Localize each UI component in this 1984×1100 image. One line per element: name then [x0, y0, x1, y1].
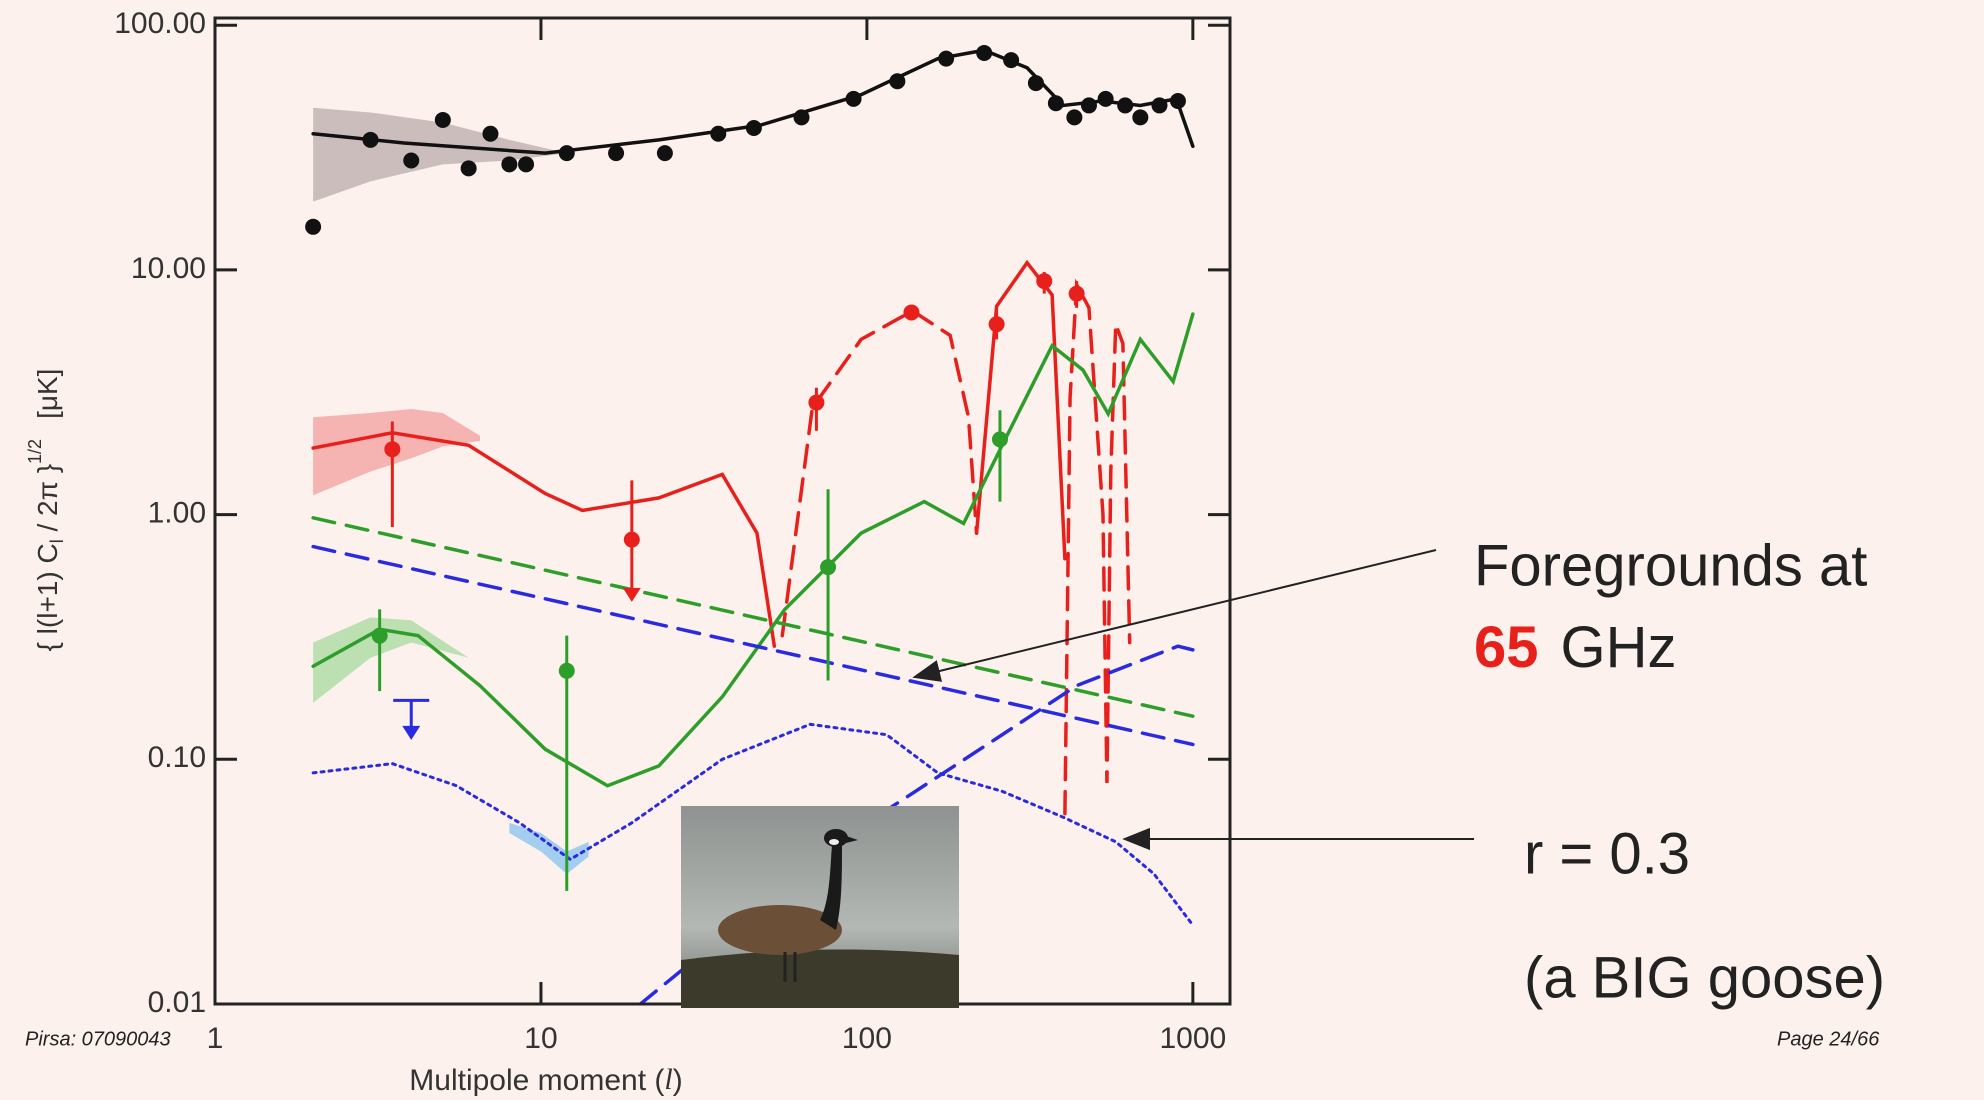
data-point: [1132, 109, 1149, 126]
x-label-close: ): [673, 1064, 683, 1097]
data-point: [362, 131, 379, 148]
y-tick-label: 10.00: [131, 252, 206, 285]
x-axis-label: Multipole moment (l): [409, 1063, 682, 1097]
footer-right: Page 24/66: [1777, 1028, 1880, 1050]
data-point: [808, 394, 825, 411]
line: [311, 312, 1195, 788]
data-point: [558, 662, 575, 679]
x-tick-label: 100: [842, 1022, 892, 1055]
data-point: [518, 156, 535, 173]
annotation-arrow: [912, 549, 1437, 682]
line: [311, 544, 1195, 747]
data-point: [558, 145, 575, 162]
data-point: [903, 304, 920, 321]
data-point: [710, 125, 727, 142]
annotation: (a BIG goose): [1524, 945, 1885, 1010]
x-tick-label: 10: [524, 1022, 557, 1055]
data-point: [403, 152, 420, 169]
limit-arrow: [622, 587, 641, 602]
data-point: [1169, 93, 1186, 110]
band: [313, 617, 469, 703]
data-point: [1080, 97, 1097, 114]
y-label-rest: / 2π }: [32, 464, 63, 539]
footer-left: Pirsa: 07090043: [25, 1028, 171, 1050]
y-label-sup: 1/2: [25, 439, 45, 464]
data-point: [793, 109, 810, 126]
y-axis-label: { l(l+1) Cl / 2π }1/2 [μK]: [25, 369, 67, 652]
data-point: [1027, 75, 1044, 92]
x-tick-label: 1000: [1159, 1022, 1226, 1055]
data-point: [976, 44, 993, 61]
annotation: 65 GHz: [1474, 615, 1677, 680]
data-point: [434, 111, 451, 128]
data-point: [1036, 273, 1053, 290]
data-point: [1066, 109, 1083, 126]
x-tick-label: 1: [207, 1022, 224, 1055]
data-point: [820, 559, 837, 576]
line: [311, 516, 1195, 718]
axes: 0.01 0.10 1.00 10.00 100.00 1 10 100 1000: [114, 7, 1230, 1055]
data-point: [460, 160, 477, 177]
line: [637, 644, 1195, 1004]
data-point: [656, 145, 673, 162]
line: [311, 722, 1195, 927]
data-point: [1097, 90, 1114, 107]
annotation-unit: GHz: [1561, 615, 1677, 680]
data-point: [1068, 285, 1085, 302]
data-point: [1151, 97, 1168, 114]
data-point: [482, 125, 499, 142]
band: [509, 822, 589, 874]
y-tick-label: 1.00: [148, 497, 206, 530]
plot-area: [305, 44, 1195, 1004]
y-label-text: { l(l+1) C: [32, 543, 63, 651]
y-tick-label: 0.01: [148, 986, 206, 1019]
data-point: [845, 90, 862, 107]
data-point: [1003, 52, 1020, 69]
annotation-freq: 65: [1474, 615, 1539, 680]
data-point: [501, 156, 518, 173]
data-point: [608, 145, 625, 162]
x-label-text: Multipole moment (: [409, 1064, 664, 1097]
data-point: [1047, 95, 1064, 112]
y-tick-label: 0.10: [148, 741, 206, 774]
y-label-sub: l: [47, 539, 67, 543]
y-tick-label: 100.00: [114, 7, 206, 40]
data-point: [371, 627, 388, 644]
y-label-unit: [μK]: [32, 369, 63, 419]
data-point: [1117, 97, 1134, 114]
limit-arrow: [402, 725, 421, 740]
annotation: Foregrounds at: [1474, 533, 1867, 598]
data-point: [305, 218, 322, 235]
band: [313, 107, 567, 202]
data-point: [988, 316, 1005, 333]
data-point: [991, 431, 1008, 448]
x-label-var: l: [664, 1063, 672, 1096]
line: [311, 259, 1067, 648]
data-point: [384, 441, 401, 458]
data-point: [889, 73, 906, 90]
data-point: [938, 50, 955, 67]
data-point: [623, 531, 640, 548]
data-point: [745, 120, 762, 137]
goose-photo: [681, 806, 959, 1008]
annotation: r = 0.3: [1524, 821, 1690, 886]
